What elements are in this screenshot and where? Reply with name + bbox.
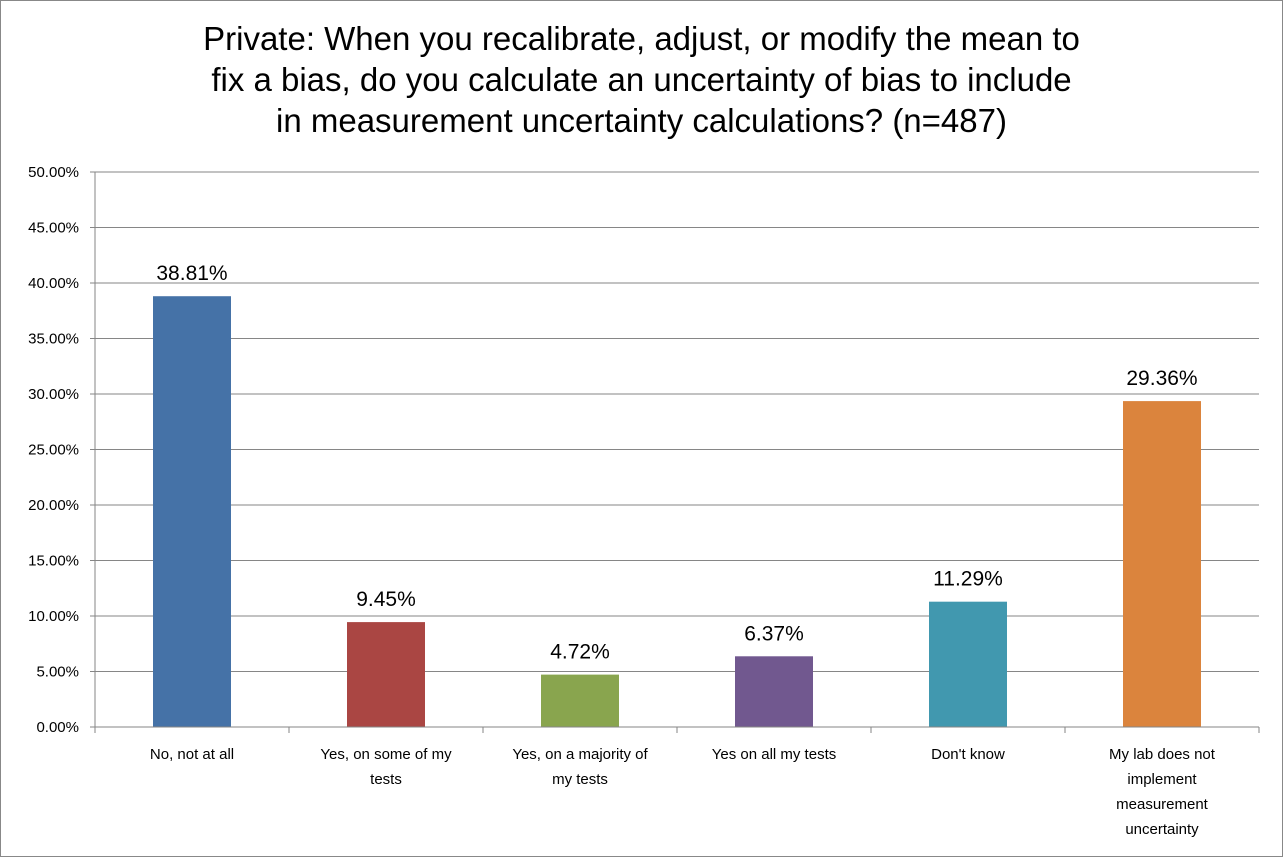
y-tick-label: 20.00% (28, 497, 79, 514)
data-label: 38.81% (156, 262, 227, 285)
y-tick-label: 35.00% (28, 331, 79, 348)
x-category-label: uncertainty (1125, 821, 1199, 838)
y-tick-label: 50.00% (28, 164, 79, 181)
title-line: Private: When you recalibrate, adjust, o… (203, 20, 1080, 57)
x-category-label: Don't know (931, 746, 1005, 763)
x-category-label: My lab does not (1109, 746, 1216, 763)
x-category-label: Yes, on a majority of (512, 746, 648, 763)
y-tick-label: 40.00% (28, 275, 79, 292)
x-category-label: my tests (552, 771, 608, 788)
y-tick-label: 30.00% (28, 386, 79, 403)
chart-title: Private: When you recalibrate, adjust, o… (0, 18, 1283, 141)
title-line: in measurement uncertainty calculations?… (276, 102, 1007, 139)
bar (1123, 401, 1201, 727)
data-label: 9.45% (356, 588, 416, 611)
y-tick-label: 5.00% (36, 664, 79, 681)
bar (735, 656, 813, 727)
x-category-label: Yes on all my tests (712, 746, 837, 763)
y-tick-label: 15.00% (28, 553, 79, 570)
data-label: 29.36% (1126, 367, 1197, 390)
y-tick-label: 45.00% (28, 220, 79, 237)
x-category-label: tests (370, 771, 402, 788)
data-label: 4.72% (550, 641, 610, 664)
x-category-label: Yes, on some of my (320, 746, 452, 763)
y-tick-label: 25.00% (28, 442, 79, 459)
y-tick-label: 10.00% (28, 608, 79, 625)
x-category-label: measurement (1116, 796, 1209, 813)
data-label: 6.37% (744, 622, 804, 645)
data-label: 11.29% (933, 568, 1003, 591)
bar (153, 296, 231, 727)
y-tick-label: 0.00% (36, 719, 79, 736)
bar (347, 622, 425, 727)
title-line: fix a bias, do you calculate an uncertai… (211, 61, 1072, 98)
bar (541, 674, 619, 727)
x-category-label: implement (1127, 771, 1197, 788)
x-category-label: No, not at all (150, 746, 234, 763)
bar (929, 601, 1007, 727)
